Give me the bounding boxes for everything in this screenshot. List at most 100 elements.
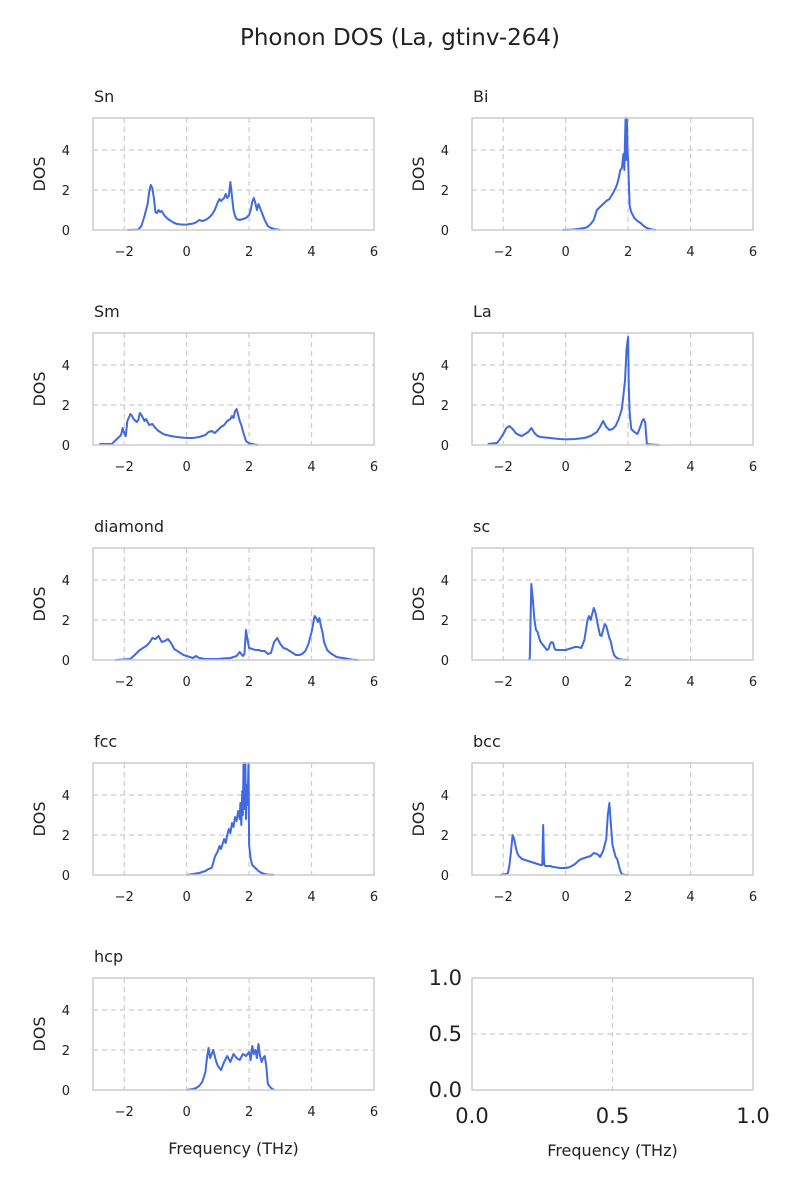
y-tick-label: 0.0 (429, 1078, 462, 1102)
x-tick-label: 0 (562, 460, 570, 475)
x-tick-label: −2 (115, 1105, 134, 1120)
x-tick-label: 6 (370, 460, 378, 475)
axes-frame (92, 977, 375, 1091)
y-axis-label: DOS (30, 586, 49, 621)
dos-series-line (186, 762, 275, 876)
subplot-title: fcc (94, 732, 117, 751)
x-tick-label: 4 (686, 460, 694, 475)
x-tick-label: 6 (749, 890, 757, 905)
y-tick-label: 4 (441, 574, 449, 589)
x-tick-label: 2 (245, 675, 253, 690)
subplot-title: Sm (94, 302, 120, 321)
x-tick-label: 2 (624, 890, 632, 905)
x-tick-label: 2 (624, 460, 632, 475)
x-tick-label: −2 (115, 245, 134, 260)
axes-frame (471, 547, 754, 661)
y-tick-label: 0 (441, 869, 449, 884)
x-tick-label: 0 (183, 1105, 191, 1120)
y-tick-label: 2 (62, 614, 70, 629)
y-tick-label: 0 (62, 869, 70, 884)
x-tick-label: 0 (562, 675, 570, 690)
y-tick-label: 2 (62, 399, 70, 414)
x-axis-label: Frequency (THz) (547, 1141, 677, 1160)
x-tick-label: 2 (245, 890, 253, 905)
y-axis-label: DOS (30, 801, 49, 836)
y-tick-label: 4 (62, 359, 70, 374)
y-tick-label: 1.0 (429, 966, 462, 990)
x-tick-label: 2 (245, 245, 253, 260)
subplot-diamond: −2 0 2 4 6 0 2 4 diamond DOS (30, 517, 378, 690)
x-tick-label: −2 (494, 890, 513, 905)
subplot-bcc: −2 0 2 4 6 0 2 4 bcc DOS (409, 732, 757, 905)
axes-frame (92, 332, 375, 446)
x-tick-label: 0 (183, 890, 191, 905)
y-tick-label: 0.5 (429, 1022, 462, 1046)
y-tick-label: 0 (441, 224, 449, 239)
y-tick-label: 4 (62, 144, 70, 159)
axes-frame (471, 762, 754, 876)
x-tick-label: 0 (562, 245, 570, 260)
axes-frame (471, 117, 754, 231)
y-tick-label: 4 (62, 574, 70, 589)
x-tick-label: 0.5 (596, 1104, 629, 1128)
y-tick-label: 2 (62, 829, 70, 844)
x-tick-label: 0.0 (455, 1104, 488, 1128)
axes-frame (92, 547, 375, 661)
y-tick-label: 0 (62, 224, 70, 239)
y-tick-label: 4 (441, 359, 449, 374)
x-tick-label: −2 (115, 890, 134, 905)
x-tick-label: −2 (494, 675, 513, 690)
y-tick-label: 0 (62, 654, 70, 669)
x-tick-label: 4 (686, 675, 694, 690)
subplot-Sn: −2 0 2 4 6 0 2 4 Sn DOS (30, 87, 378, 260)
y-tick-label: 4 (441, 144, 449, 159)
y-axis-label: DOS (30, 371, 49, 406)
x-tick-label: 0 (183, 460, 191, 475)
axes-frame (92, 762, 375, 876)
dos-series-line (186, 1043, 275, 1091)
y-axis-label: DOS (30, 156, 49, 191)
subplot-title: bcc (473, 732, 501, 751)
subplot-title: diamond (94, 517, 164, 536)
subplot-title: sc (473, 517, 490, 536)
y-tick-label: 2 (62, 1044, 70, 1059)
x-tick-label: 4 (686, 890, 694, 905)
dos-series-line (562, 117, 657, 231)
subplot-title: hcp (94, 947, 123, 966)
panels: −2 0 2 4 6 0 2 4 Sn DOS −2 0 2 4 6 0 2 4 Bi DOS −2 0 2 4 6 0 2 4 Sm D… (30, 87, 770, 1160)
y-tick-label: 0 (441, 439, 449, 454)
y-tick-label: 2 (441, 399, 449, 414)
x-tick-label: 2 (245, 1105, 253, 1120)
x-tick-label: 6 (749, 460, 757, 475)
subplot-La: −2 0 2 4 6 0 2 4 La DOS (409, 302, 757, 475)
dos-series-line (99, 408, 259, 446)
x-tick-label: 4 (307, 890, 315, 905)
x-tick-label: 6 (749, 245, 757, 260)
x-tick-label: 4 (307, 675, 315, 690)
y-tick-label: 4 (62, 789, 70, 804)
subplot-fcc: −2 0 2 4 6 0 2 4 fcc DOS (30, 732, 378, 905)
x-tick-label: 4 (307, 460, 315, 475)
dos-series-line (114, 615, 359, 661)
x-tick-label: 1.0 (736, 1104, 769, 1128)
subplot-title: Sn (94, 87, 114, 106)
y-tick-label: 2 (441, 184, 449, 199)
x-tick-label: 2 (624, 675, 632, 690)
x-tick-label: −2 (494, 245, 513, 260)
subplot-hcp: −2 0 2 4 6 0 2 4 hcp DOS Frequency (THz) (30, 947, 378, 1158)
axes-frame (471, 332, 754, 446)
x-tick-label: 6 (370, 675, 378, 690)
y-axis-label: DOS (409, 156, 428, 191)
y-tick-label: 2 (441, 829, 449, 844)
axes-frame (471, 977, 754, 1091)
subplot-title: La (473, 302, 492, 321)
subplot-Bi: −2 0 2 4 6 0 2 4 Bi DOS (409, 87, 757, 260)
dos-series-line (499, 802, 629, 876)
x-tick-label: 4 (307, 1105, 315, 1120)
x-tick-label: 0 (183, 675, 191, 690)
y-axis-label: DOS (409, 371, 428, 406)
figure-title: Phonon DOS (La, gtinv-264) (240, 25, 560, 51)
x-tick-label: 0 (562, 890, 570, 905)
subplot-Sm: −2 0 2 4 6 0 2 4 Sm DOS (30, 302, 378, 475)
